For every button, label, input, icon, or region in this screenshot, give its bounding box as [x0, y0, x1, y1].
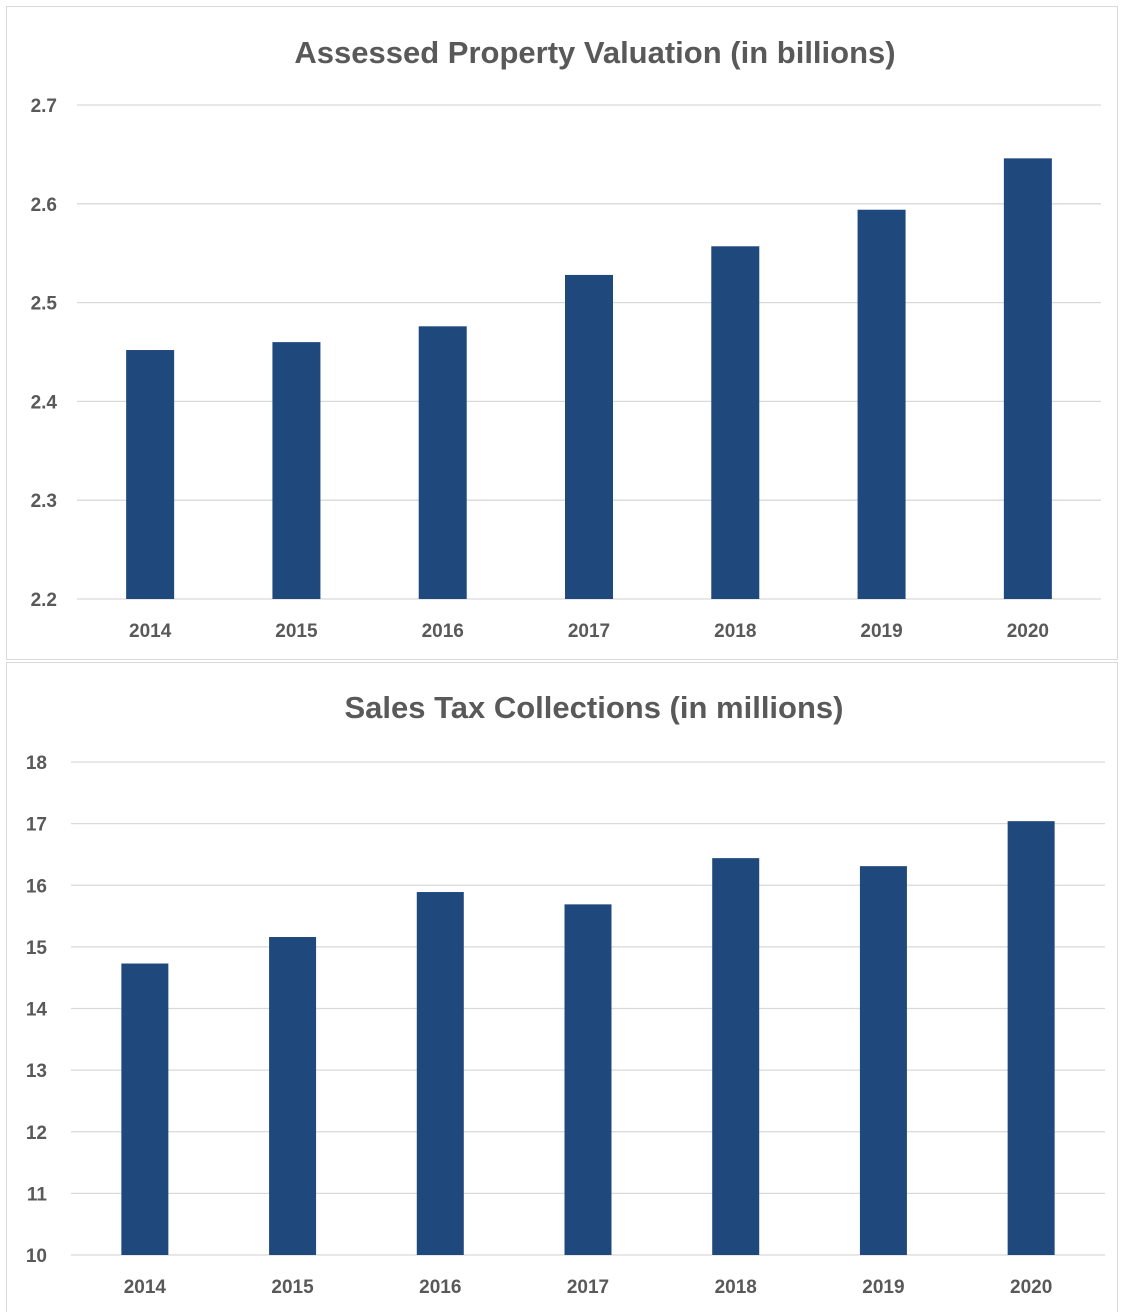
property-bar-2018	[711, 246, 760, 599]
property-y-tick-label: 2.3	[31, 491, 57, 512]
property-bar-2020	[1003, 158, 1052, 600]
sales-tax-bar-2018	[712, 858, 760, 1255]
property-y-tick-label: 2.6	[31, 195, 57, 216]
sales-tax-y-tick-label: 18	[26, 753, 47, 774]
property-x-tick-label: 2017	[568, 621, 610, 642]
property-x-tick-label: 2016	[422, 621, 464, 642]
sales-tax-y-tick-label: 14	[26, 1000, 48, 1021]
sales-tax-bar-2014	[121, 963, 169, 1255]
sales-tax-y-tick-label: 17	[26, 815, 47, 836]
property-x-tick-label: 2020	[1007, 621, 1049, 642]
sales-tax-chart: Sales Tax Collections (in millions) 10 11 1…	[6, 662, 1118, 1312]
property-bar-2014	[126, 350, 175, 599]
sales-tax-y-tick-label: 13	[26, 1061, 47, 1082]
sales-tax-bar-2017	[564, 904, 612, 1255]
property-y-tick-label: 2.5	[31, 294, 58, 315]
property-bar-2016	[418, 326, 467, 599]
sales-tax-y-tick-label: 15	[26, 938, 48, 959]
property-chart-title: Assessed Property Valuation (in billions…	[294, 35, 895, 70]
property-bar-2017	[565, 274, 613, 599]
property-x-tick-label: 2014	[129, 621, 172, 642]
property-y-tick-label: 2.4	[31, 392, 58, 413]
sales-tax-bar-2019	[859, 866, 907, 1255]
property-bar-2019	[857, 209, 906, 599]
sales-tax-y-tick-label: 10	[26, 1246, 47, 1267]
sales-tax-x-tick-label: 2019	[862, 1277, 904, 1298]
sales-tax-y-tick-label: 11	[27, 1184, 48, 1205]
sales-tax-chart-svg: Sales Tax Collections (in millions) 10 11 1…	[26, 690, 1105, 1298]
sales-tax-x-tick-label: 2014	[124, 1277, 167, 1298]
property-valuation-chart-svg: Assessed Property Valuation (in billions…	[31, 35, 1101, 642]
property-y-tick-label: 2.7	[31, 96, 57, 117]
sales-tax-x-tick-label: 2020	[1010, 1277, 1052, 1298]
sales-tax-x-tick-label: 2017	[567, 1277, 609, 1298]
sales-tax-bar-2020	[1007, 821, 1055, 1255]
sales-tax-y-tick-label: 16	[26, 876, 47, 897]
sales-tax-x-tick-label: 2015	[271, 1277, 314, 1298]
property-y-tick-label: 2.2	[31, 590, 57, 611]
sales-tax-bar-2016	[416, 892, 464, 1255]
property-x-tick-label: 2015	[275, 621, 318, 642]
sales-tax-y-tick-label: 12	[26, 1123, 47, 1144]
sales-tax-x-tick-label: 2018	[715, 1277, 757, 1298]
sales-tax-bar-2015	[269, 937, 317, 1255]
property-x-tick-label: 2019	[860, 621, 902, 642]
property-x-tick-label: 2018	[714, 621, 756, 642]
sales-tax-chart-title: Sales Tax Collections (in millions)	[345, 690, 844, 725]
sales-tax-x-tick-label: 2016	[419, 1277, 461, 1298]
property-bar-2015	[272, 342, 321, 599]
property-valuation-chart: Assessed Property Valuation (in billions…	[6, 6, 1118, 660]
